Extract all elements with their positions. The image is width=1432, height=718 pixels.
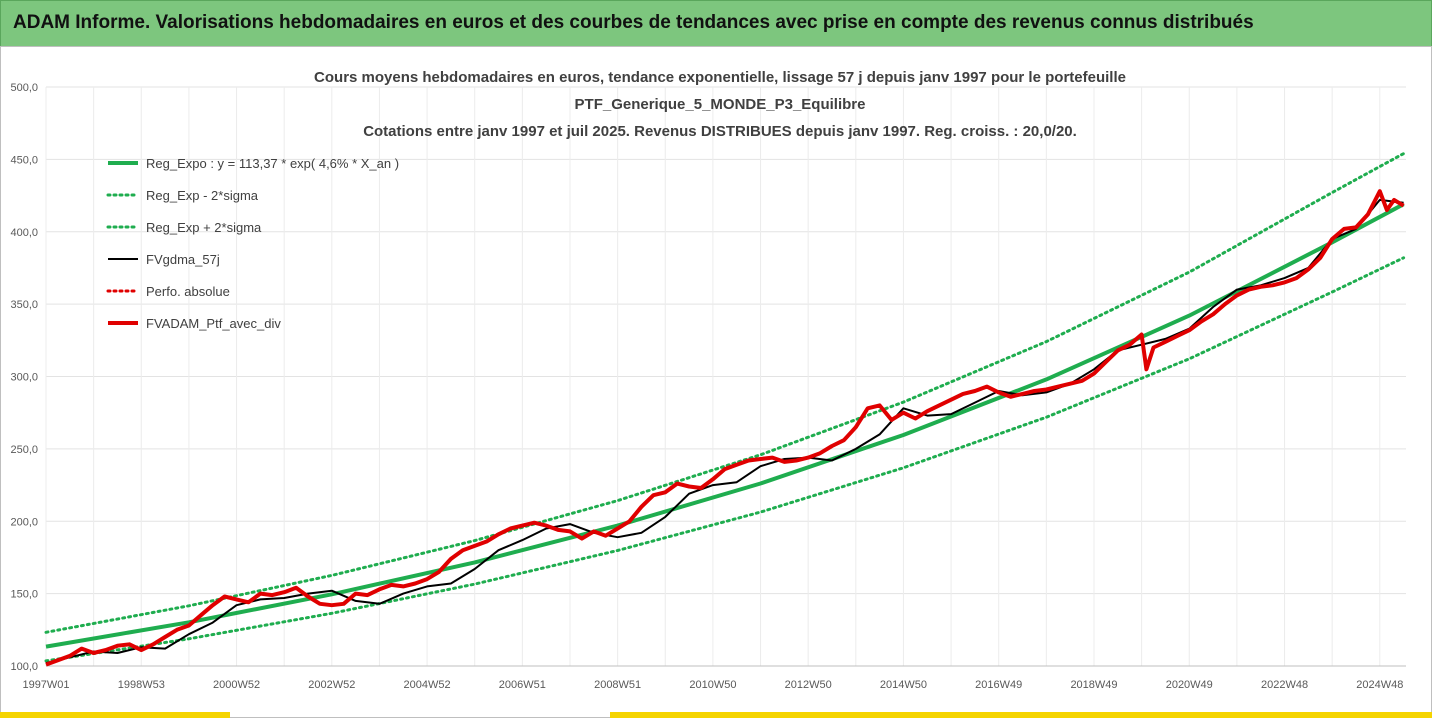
series-reg-exp-2-sigma: [44, 256, 1406, 663]
y-tick-label: 400,0: [10, 227, 38, 239]
chart-series: [44, 152, 1406, 667]
report-banner: ADAM Informe. Valorisations hebdomadaire…: [0, 0, 1432, 47]
y-tick-label: 150,0: [10, 589, 38, 601]
y-tick-label: 450,0: [10, 154, 38, 166]
x-tick-label: 2024W48: [1356, 679, 1403, 691]
x-tick-label: 2012W50: [785, 679, 832, 691]
report-title: ADAM Informe. Valorisations hebdomadaire…: [13, 12, 1254, 33]
x-tick-label: 2014W50: [880, 679, 927, 691]
legend-entry: FVgdma_57j: [146, 252, 220, 267]
x-tick-label: 2002W52: [308, 679, 355, 691]
x-tick-label: 2022W48: [1261, 679, 1308, 691]
y-tick-label: 200,0: [10, 516, 38, 528]
x-tick-label: 2018W49: [1070, 679, 1117, 691]
chart-area: 100,0 150,0 200,0 250,0 300,0 350,0 400,0 450,0…: [0, 46, 1432, 718]
x-tick-label: 2020W49: [1166, 679, 1213, 691]
y-tick-label: 300,0: [10, 372, 38, 384]
chart-grid: [45, 86, 1406, 667]
y-tick-label: 250,0: [10, 444, 38, 456]
x-tick-label: 2000W52: [213, 679, 260, 691]
x-axis-ticks: 1997W01 1998W53 2000W52 2002W52 2004W52 2006W…: [22, 679, 1403, 691]
y-tick-label: 350,0: [10, 299, 38, 311]
line-chart: 100,0 150,0 200,0 250,0 300,0 350,0 400,0 450,0…: [10, 69, 1406, 691]
chart-legend: Reg_Expo : y = 113,37 * exp( 4,6% * X_an…: [106, 156, 399, 331]
bottom-strip-right: [610, 712, 1432, 718]
bottom-strip-left: [0, 712, 230, 718]
series-reg-expo-y-113-37-exp-4-6-x-an: [45, 202, 1405, 649]
series-fvadam-ptf-avec-div: [45, 189, 1405, 667]
x-tick-label: 2008W51: [594, 679, 641, 691]
x-tick-label: 2010W50: [689, 679, 736, 691]
y-tick-label: 100,0: [10, 661, 38, 673]
y-axis-ticks: 100,0 150,0 200,0 250,0 300,0 350,0 400,0 450,0…: [10, 82, 38, 673]
x-tick-label: 2016W49: [975, 679, 1022, 691]
x-tick-label: 1998W53: [118, 679, 165, 691]
y-tick-label: 500,0: [10, 82, 38, 94]
chart-title-line-2: PTF_Generique_5_MONDE_P3_Equilibre: [575, 96, 866, 113]
legend-entry: Perfo. absolue: [146, 284, 230, 299]
x-tick-label: 2004W52: [404, 679, 451, 691]
legend-entry: Reg_Exp - 2*sigma: [146, 188, 259, 203]
legend-entry: Reg_Expo : y = 113,37 * exp( 4,6% * X_an…: [146, 156, 399, 171]
series-reg-exp-2-sigma: [44, 152, 1406, 634]
legend-entry: FVADAM_Ptf_avec_div: [146, 316, 281, 331]
x-tick-label: 1997W01: [22, 679, 69, 691]
chart-title-line-3: Cotations entre janv 1997 et juil 2025. …: [363, 123, 1077, 140]
chart-title-line-1: Cours moyens hebdomadaires en euros, ten…: [314, 69, 1126, 86]
x-tick-label: 2006W51: [499, 679, 546, 691]
legend-entry: Reg_Exp + 2*sigma: [146, 220, 262, 235]
